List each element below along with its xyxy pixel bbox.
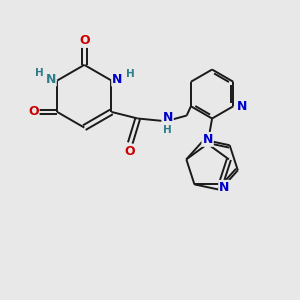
Text: N: N <box>112 73 123 85</box>
Text: H: H <box>163 125 172 135</box>
Text: N: N <box>237 100 247 113</box>
Text: N: N <box>202 133 213 146</box>
Text: N: N <box>162 111 173 124</box>
Text: O: O <box>79 34 90 47</box>
Text: O: O <box>28 105 39 119</box>
Text: N: N <box>45 73 56 85</box>
Text: H: H <box>35 68 44 78</box>
Text: N: N <box>219 181 230 194</box>
Text: O: O <box>124 145 135 158</box>
Text: H: H <box>126 69 134 79</box>
